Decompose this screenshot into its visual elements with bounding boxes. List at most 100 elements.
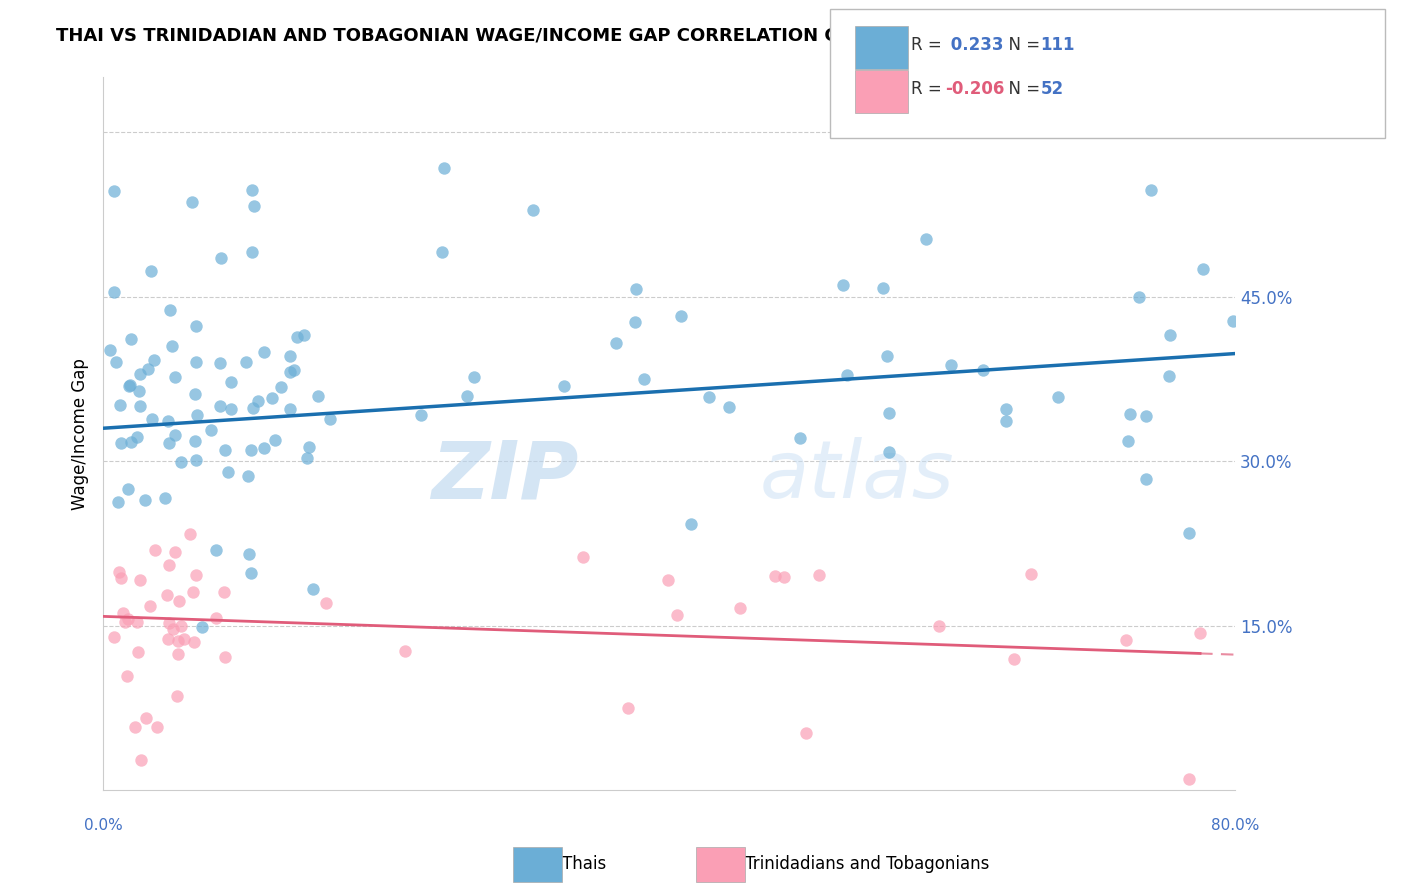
Point	[117, 482, 139, 496]
Point	[139, 599, 162, 614]
Point	[307, 389, 329, 403]
Point	[162, 339, 184, 353]
Point	[156, 632, 179, 646]
Point	[463, 370, 485, 384]
Point	[409, 409, 432, 423]
Point	[633, 372, 655, 386]
Point	[1047, 390, 1070, 404]
Point	[262, 391, 284, 405]
Point	[972, 362, 994, 376]
Point	[170, 455, 193, 469]
Point	[240, 442, 263, 457]
Point	[253, 345, 276, 359]
Point	[1128, 290, 1150, 304]
Point	[156, 414, 179, 428]
Point	[167, 633, 190, 648]
Point	[128, 574, 150, 588]
Y-axis label: Wage/Income Gap: Wage/Income Gap	[72, 358, 89, 509]
Point	[679, 517, 702, 532]
Point	[669, 309, 692, 323]
Point	[1119, 407, 1142, 421]
Point	[243, 199, 266, 213]
Point	[219, 376, 242, 390]
Point	[315, 596, 337, 610]
Point	[553, 379, 575, 393]
Point	[110, 398, 132, 412]
Point	[157, 436, 180, 450]
Point	[170, 619, 193, 633]
Point	[796, 726, 818, 740]
Point	[129, 399, 152, 413]
Point	[240, 183, 263, 197]
Point	[205, 543, 228, 558]
Point	[186, 408, 208, 422]
Point	[186, 568, 208, 582]
Point	[125, 430, 148, 444]
Point	[302, 582, 325, 596]
Point	[319, 412, 342, 426]
Point	[872, 281, 894, 295]
Point	[103, 630, 125, 644]
Point	[219, 401, 242, 416]
Point	[1116, 434, 1139, 448]
Point	[789, 431, 811, 445]
Point	[1189, 626, 1212, 640]
Text: R =: R =	[911, 80, 948, 98]
Point	[214, 442, 236, 457]
Text: N =: N =	[998, 36, 1046, 54]
Point	[832, 277, 855, 292]
Point	[129, 753, 152, 767]
Point	[235, 355, 257, 369]
Point	[1140, 182, 1163, 196]
Point	[184, 319, 207, 334]
Point	[995, 414, 1018, 428]
Point	[718, 400, 741, 414]
Text: Trinidadians and Tobagonians: Trinidadians and Tobagonians	[745, 855, 990, 873]
Point	[134, 493, 156, 508]
Point	[263, 433, 285, 447]
Point	[103, 285, 125, 299]
Point	[877, 406, 900, 420]
Point	[1177, 525, 1199, 540]
Point	[209, 252, 232, 266]
Point	[143, 542, 166, 557]
Point	[184, 434, 207, 449]
Text: -0.206: -0.206	[945, 80, 1004, 98]
Point	[298, 441, 321, 455]
Point	[456, 388, 478, 402]
Point	[204, 610, 226, 624]
Point	[285, 330, 308, 344]
Point	[107, 495, 129, 509]
Point	[117, 612, 139, 626]
Point	[159, 303, 181, 318]
Point	[117, 669, 139, 683]
Point	[124, 720, 146, 734]
Point	[98, 343, 121, 358]
Point	[208, 355, 231, 369]
Text: Thais: Thais	[562, 855, 606, 873]
Point	[292, 328, 315, 343]
Point	[238, 548, 260, 562]
Text: 111: 111	[1040, 36, 1076, 54]
Point	[1159, 328, 1181, 343]
Point	[120, 378, 142, 392]
Text: 0.233: 0.233	[945, 36, 1004, 54]
Point	[200, 423, 222, 437]
Point	[837, 368, 859, 383]
Point	[808, 568, 831, 582]
Point	[876, 349, 898, 363]
Point	[167, 594, 190, 608]
Point	[184, 387, 207, 401]
Point	[110, 570, 132, 584]
Point	[1135, 409, 1157, 424]
Text: Source: ZipAtlas.com: Source: ZipAtlas.com	[1216, 27, 1364, 41]
Point	[110, 436, 132, 450]
Point	[163, 369, 186, 384]
Point	[522, 202, 544, 217]
Point	[103, 185, 125, 199]
Point	[605, 336, 627, 351]
Point	[240, 244, 263, 259]
Point	[153, 491, 176, 506]
Point	[118, 379, 141, 393]
Point	[253, 441, 276, 455]
